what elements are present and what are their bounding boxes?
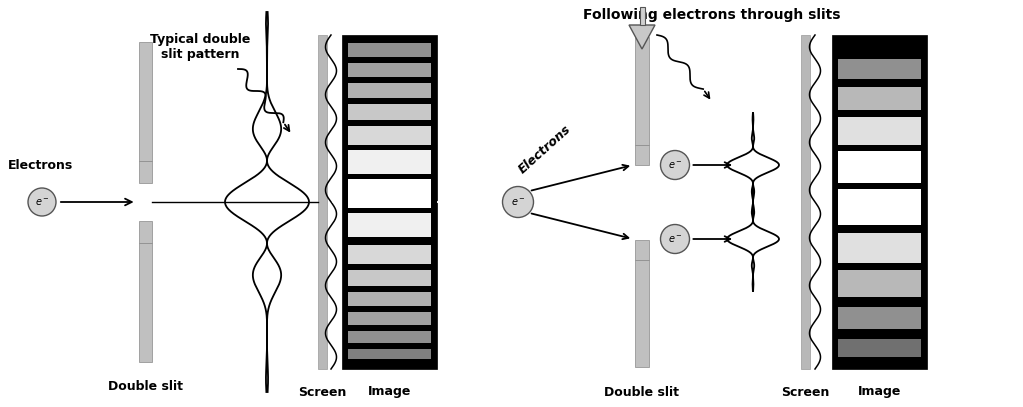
Bar bbox=[838, 151, 921, 183]
Bar bbox=[138, 243, 151, 362]
Bar bbox=[838, 59, 921, 79]
Bar bbox=[838, 339, 921, 357]
Bar bbox=[348, 312, 431, 325]
Text: Image: Image bbox=[858, 385, 901, 398]
Bar bbox=[348, 150, 431, 174]
Bar bbox=[635, 260, 649, 367]
Text: Typical double
slit pattern: Typical double slit pattern bbox=[149, 33, 251, 61]
Bar bbox=[348, 63, 431, 77]
Text: $e^-$: $e^-$ bbox=[510, 197, 526, 208]
Bar bbox=[838, 87, 921, 110]
Bar bbox=[838, 117, 921, 145]
Text: Double slit: Double slit bbox=[605, 385, 679, 398]
Bar bbox=[838, 233, 921, 263]
Bar bbox=[635, 37, 649, 144]
Bar bbox=[838, 189, 921, 225]
Bar bbox=[138, 42, 151, 161]
Bar bbox=[342, 35, 437, 369]
Text: $e^-$: $e^-$ bbox=[668, 160, 682, 171]
Bar bbox=[801, 35, 809, 369]
Bar bbox=[138, 161, 151, 183]
Circle shape bbox=[661, 225, 690, 254]
Text: Screen: Screen bbox=[781, 385, 830, 398]
Bar bbox=[639, 7, 644, 25]
Bar bbox=[838, 307, 921, 329]
Text: Image: Image bbox=[368, 385, 411, 398]
Bar bbox=[635, 144, 649, 164]
Bar bbox=[838, 270, 921, 297]
Text: Following electrons through slits: Following electrons through slits bbox=[583, 8, 841, 22]
Bar bbox=[348, 126, 431, 145]
Bar bbox=[348, 104, 431, 120]
Bar bbox=[635, 239, 649, 260]
Bar bbox=[348, 245, 431, 264]
Text: $e^-$: $e^-$ bbox=[668, 234, 682, 245]
Text: Double slit: Double slit bbox=[107, 381, 182, 394]
Circle shape bbox=[661, 151, 690, 179]
Text: Screen: Screen bbox=[298, 385, 346, 398]
Bar bbox=[348, 83, 431, 98]
Bar bbox=[348, 270, 431, 286]
Bar bbox=[348, 213, 431, 237]
Circle shape bbox=[502, 186, 534, 217]
Polygon shape bbox=[629, 25, 655, 49]
Bar bbox=[348, 43, 431, 57]
Bar bbox=[138, 221, 151, 243]
Bar bbox=[348, 331, 431, 343]
Bar bbox=[317, 35, 326, 369]
Bar bbox=[348, 349, 431, 359]
Bar bbox=[832, 35, 927, 369]
Text: Electrons: Electrons bbox=[517, 122, 574, 176]
Bar bbox=[348, 292, 431, 306]
Circle shape bbox=[28, 188, 56, 216]
Text: Electrons: Electrons bbox=[8, 158, 74, 171]
Bar bbox=[348, 179, 431, 208]
Text: $e^-$: $e^-$ bbox=[35, 197, 49, 208]
